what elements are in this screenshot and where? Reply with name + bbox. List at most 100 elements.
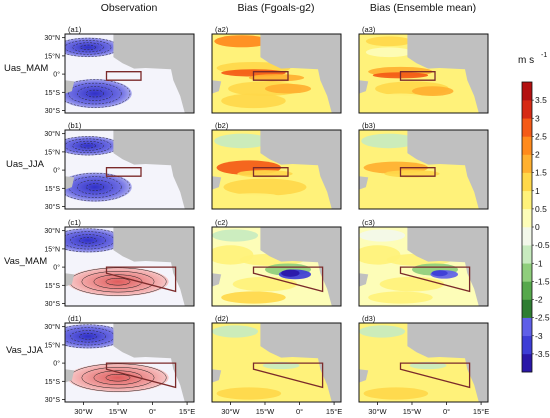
panel-frame — [358, 129, 489, 210]
contour-line — [81, 367, 155, 389]
colorbar-segment — [522, 118, 532, 137]
bias-region — [370, 178, 454, 196]
bias-region — [214, 149, 270, 162]
observation-anomaly — [65, 37, 121, 58]
colorbar-tick-label: -1.5 — [535, 276, 550, 286]
bias-region — [379, 372, 445, 388]
panel-c2: (c2) — [211, 218, 342, 307]
bias-region — [212, 229, 259, 242]
analysis-box — [105, 167, 142, 177]
contour-line — [72, 140, 104, 151]
lat-tick-label: 30°N — [44, 227, 60, 235]
panel-c1: (c1) 30°N 15°N 0° 15°S 30°S — [44, 218, 195, 308]
panel-label: (b2) — [215, 121, 229, 130]
lon-tick-label: 0° — [443, 407, 450, 416]
south-america-land-mask — [212, 273, 222, 287]
panel-d3: (d3) — [358, 314, 489, 403]
panel-a2: (a2) — [211, 25, 342, 114]
panel-label: (c1) — [68, 218, 81, 227]
lon-tick-label: 30°W — [368, 407, 387, 416]
lat-tick-label: 15°N — [44, 52, 60, 60]
panel-label: (a2) — [215, 25, 229, 34]
colorbar-tick-label: -0.5 — [535, 240, 550, 250]
bias-region — [361, 149, 417, 162]
lat-tick-label: 30°N — [44, 130, 60, 138]
lon-tick-label: 15°W — [109, 407, 128, 416]
colorbar-segment — [522, 245, 532, 264]
africa-land-mask — [407, 34, 488, 113]
contour-line — [65, 138, 112, 153]
south-america-land-mask — [359, 176, 369, 190]
contour-line — [85, 89, 104, 98]
panel-a1: (a1) 30°N 15°N 0° 15°S 30°S — [44, 25, 195, 115]
lat-tick-label: 30°N — [44, 323, 60, 331]
contour-line — [72, 42, 104, 53]
panel-frame — [64, 33, 195, 114]
bias-region — [368, 93, 433, 109]
longitude-axis: 30°W 15°W 0° 15°E 30°W 15°W 0° 15°E 30°W 15°W 0° 15… — [74, 402, 489, 416]
south-america-land-mask — [65, 273, 75, 287]
south-america-land-mask — [65, 80, 75, 94]
colorbar-tick-label: 2.5 — [535, 131, 547, 141]
lon-tick-label: 15°E — [326, 407, 342, 416]
column-title-observation: Observation — [101, 2, 158, 14]
panel-field — [65, 34, 194, 113]
colorbar-segment — [522, 227, 532, 246]
panel-label: (b3) — [362, 121, 376, 130]
lon-tick-label: 30°W — [221, 407, 240, 416]
bias-region — [368, 193, 433, 206]
observation-anomaly — [65, 324, 125, 349]
lon-tick-label: 15°E — [473, 407, 489, 416]
lon-tick-label: 0° — [296, 407, 303, 416]
africa-land-mask — [260, 34, 341, 113]
analysis-box — [252, 362, 324, 389]
lat-tick-label: 30°S — [45, 203, 61, 211]
panel-frame — [358, 322, 489, 403]
contour-line — [80, 143, 96, 149]
analysis-box — [105, 71, 142, 81]
lon-tick-label: 15°W — [403, 407, 422, 416]
south-america-land-mask — [65, 369, 75, 383]
colorbar-tick-label: 3.5 — [535, 95, 547, 105]
lat-tick-label: 0° — [53, 360, 60, 368]
colorbar-tick-label: -3 — [535, 331, 543, 341]
panel-frame — [211, 322, 342, 403]
panel-b2: (b2) — [211, 121, 342, 210]
panel-b3: (b3) — [358, 121, 489, 210]
contour-line — [77, 179, 113, 195]
lat-tick-label: 15°N — [44, 245, 60, 253]
row-labels: Uas_MAM Uas_JJA Vas_MAM Vas_JJA — [4, 63, 48, 356]
panel-frame — [211, 226, 342, 307]
lon-tick-label: 30°W — [74, 407, 93, 416]
bias-region — [379, 276, 445, 292]
panel-label: (d3) — [362, 314, 376, 323]
bias-region — [232, 276, 298, 292]
africa-land-mask — [407, 227, 488, 306]
colorbar-segment — [522, 100, 532, 119]
bias-region — [221, 291, 286, 304]
lat-tick-label: 0° — [53, 167, 60, 175]
contour-line — [80, 44, 96, 50]
contour-line — [79, 237, 98, 244]
contour-line — [93, 274, 143, 289]
observation-anomaly — [65, 228, 125, 253]
bias-region — [214, 133, 270, 149]
row-label-uas-jja: Uas_JJA — [6, 159, 45, 170]
panel-field — [212, 34, 341, 113]
panel-frame — [358, 33, 489, 114]
colorbar-segment — [522, 154, 532, 173]
colorbar-tick-label: -1 — [535, 258, 543, 268]
colorbar-segment — [522, 82, 532, 101]
lat-tick-label: 15°S — [45, 185, 61, 193]
colorbar-tick-label: -2 — [535, 295, 543, 305]
analysis-box — [252, 71, 289, 81]
colorbar-tick-label: 2 — [535, 150, 540, 160]
panel-field — [65, 130, 194, 209]
panel-frame — [64, 226, 195, 307]
panel-label: (a3) — [362, 25, 376, 34]
africa-land-mask — [113, 130, 194, 209]
lat-tick-label: 15°S — [45, 282, 61, 290]
analysis-box — [252, 266, 324, 293]
panel-label: (d2) — [215, 314, 229, 323]
